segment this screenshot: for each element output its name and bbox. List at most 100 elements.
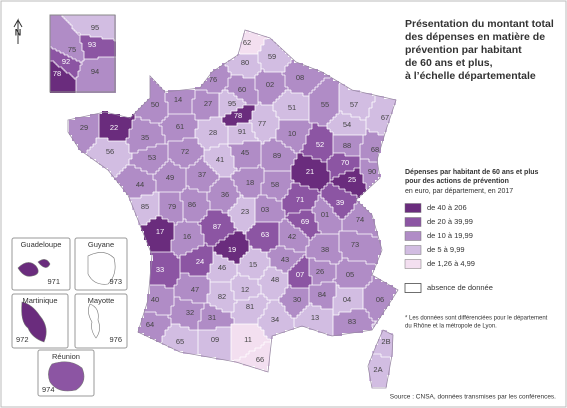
department xyxy=(258,267,288,300)
department-code: 40 xyxy=(151,295,159,304)
department xyxy=(222,105,255,126)
department-code: 59 xyxy=(268,52,276,61)
inset-frame xyxy=(49,14,116,93)
department-code: 48 xyxy=(271,275,279,284)
title-line: à l’échelle départementale xyxy=(405,70,536,82)
department-code: 19 xyxy=(228,245,236,254)
department-code: 2A xyxy=(373,365,382,374)
legend-label: absence de donnée xyxy=(427,283,493,292)
department-code: 41 xyxy=(216,155,224,164)
department xyxy=(144,285,174,315)
department xyxy=(180,243,213,276)
department xyxy=(369,354,390,387)
department xyxy=(50,47,82,79)
department-code: 24 xyxy=(196,257,204,266)
department xyxy=(231,165,264,198)
department xyxy=(159,192,183,225)
department-code: 64 xyxy=(146,320,154,329)
department-code: 87 xyxy=(213,222,221,231)
department xyxy=(62,15,116,41)
department xyxy=(339,231,381,264)
department-code: 83 xyxy=(348,317,356,326)
department-borders xyxy=(86,38,390,361)
overseas-code: 974 xyxy=(42,385,55,394)
department xyxy=(87,138,132,177)
departments xyxy=(11,15,396,397)
department xyxy=(372,321,393,357)
department xyxy=(273,90,309,120)
department xyxy=(279,285,309,318)
department xyxy=(219,90,246,117)
department-code: 94 xyxy=(91,67,99,76)
department xyxy=(309,78,339,126)
department-code: 91 xyxy=(238,127,246,136)
overseas-code: 972 xyxy=(16,335,29,344)
department xyxy=(129,192,159,225)
department xyxy=(279,219,309,252)
department xyxy=(288,255,312,288)
department-code: 54 xyxy=(343,120,351,129)
department xyxy=(207,282,237,312)
department xyxy=(291,153,330,192)
labels: 29 22 56 35 50 14 61 53 72 44 49 85 79 86 37 41 28 27 76 80… xyxy=(16,23,391,394)
department-code: 92 xyxy=(62,57,70,66)
department xyxy=(261,138,297,171)
department-code: 33 xyxy=(156,265,164,274)
overseas-name: Martinique xyxy=(22,296,57,305)
department-code: 57 xyxy=(350,100,358,109)
department-code: 2B xyxy=(381,337,390,346)
department xyxy=(228,141,261,171)
department-code: 56 xyxy=(106,147,114,156)
department-code: 58 xyxy=(271,180,279,189)
department-code: 77 xyxy=(258,119,266,128)
department xyxy=(174,273,210,303)
department xyxy=(162,324,198,354)
department-code: 15 xyxy=(249,260,257,269)
overseas-department xyxy=(21,301,47,343)
department xyxy=(204,144,237,177)
department xyxy=(309,258,336,285)
department xyxy=(207,177,240,213)
department-code: 09 xyxy=(211,335,219,344)
department-code: 17 xyxy=(156,227,164,236)
department xyxy=(309,282,336,309)
overseas-department xyxy=(88,303,100,339)
department-code: 38 xyxy=(321,245,329,254)
department xyxy=(150,252,180,288)
department-code: 12 xyxy=(241,285,249,294)
title-line: Présentation du montant total xyxy=(405,18,554,30)
overseas-code: 976 xyxy=(109,335,122,344)
overseas-department xyxy=(87,252,116,285)
department xyxy=(76,57,116,93)
department xyxy=(195,63,231,93)
department xyxy=(225,54,261,78)
department-code: 45 xyxy=(241,148,249,157)
department-code: 74 xyxy=(356,215,364,224)
overseas-name: Mayotte xyxy=(88,296,115,305)
department-code: 36 xyxy=(221,190,229,199)
department-code: 61 xyxy=(176,122,184,131)
department xyxy=(168,138,204,168)
legend-swatch xyxy=(404,245,422,255)
department-code: 39 xyxy=(336,198,344,207)
department-code: 05 xyxy=(346,270,354,279)
department-code: 34 xyxy=(271,315,279,324)
source: Source : CNSA, données transmises par le… xyxy=(390,394,556,401)
department-code: 66 xyxy=(256,355,264,364)
department xyxy=(165,90,195,114)
department xyxy=(228,123,258,144)
department-code: 65 xyxy=(176,337,184,346)
department xyxy=(225,75,258,105)
overseas-name: Guadeloupe xyxy=(21,240,62,249)
title-line: des dépenses en matière de xyxy=(405,31,545,43)
department-code: 51 xyxy=(288,103,296,112)
department-code: 90 xyxy=(368,167,376,176)
department-code: 88 xyxy=(343,141,351,150)
department-code: 06 xyxy=(376,295,384,304)
department xyxy=(300,123,333,162)
department xyxy=(198,327,231,360)
department-code: 63 xyxy=(261,230,269,239)
department-code: 29 xyxy=(80,123,88,132)
department-code: 69 xyxy=(301,217,309,226)
department-code: 72 xyxy=(181,147,189,156)
